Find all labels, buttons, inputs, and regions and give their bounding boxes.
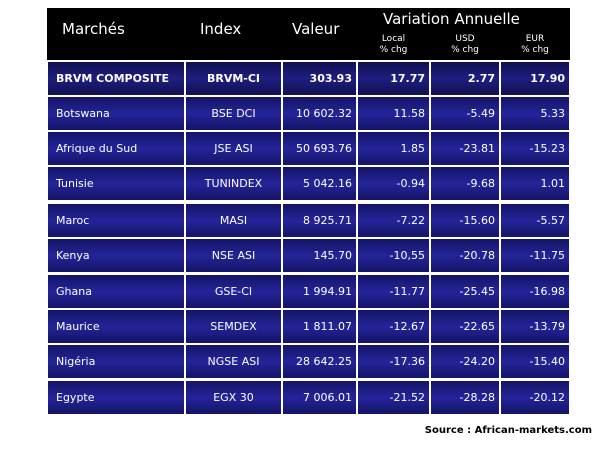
table-cell: Tunisie — [48, 167, 184, 200]
column-header: Index — [200, 20, 242, 38]
sub-header: % chg — [451, 45, 479, 55]
table-cell: -17.36 — [358, 345, 429, 378]
table-cell: MASI — [186, 204, 281, 237]
table-cell: -23.81 — [431, 132, 499, 165]
table-cell: NGSE ASI — [186, 345, 281, 378]
table-cell: 1.85 — [358, 132, 429, 165]
table-cell: -20.78 — [431, 239, 499, 272]
table-cell: -12.67 — [358, 310, 429, 343]
table-cell: GSE-CI — [186, 275, 281, 308]
table-cell: -24.20 — [431, 345, 499, 378]
table-cell: 7 006.01 — [283, 381, 356, 414]
table-cell: 28 642.25 — [283, 345, 356, 378]
table-cell: Nigéria — [48, 345, 184, 378]
table-cell: -21.52 — [358, 381, 429, 414]
sub-header: Local — [381, 34, 406, 44]
table-cell: 145.70 — [283, 239, 356, 272]
table-cell: JSE ASI — [186, 132, 281, 165]
table-cell: -9.68 — [431, 167, 499, 200]
table-cell: 5.33 — [501, 97, 569, 130]
table-cell: NSE ASI — [186, 239, 281, 272]
table-cell: BRVM COMPOSITE — [48, 62, 184, 95]
table-cell: -22.65 — [431, 310, 499, 343]
table-header — [47, 8, 570, 60]
table-cell: -10,55 — [358, 239, 429, 272]
table-cell: -13.79 — [501, 310, 569, 343]
table-cell: -15.60 — [431, 204, 499, 237]
table-cell: -0.94 — [358, 167, 429, 200]
table-cell: 1 994.91 — [283, 275, 356, 308]
table-cell: 2.77 — [431, 62, 499, 95]
table-cell: EGX 30 — [186, 381, 281, 414]
sub-header: % chg — [521, 45, 549, 55]
column-header: Marchés — [62, 20, 125, 38]
table-cell: Botswana — [48, 97, 184, 130]
table-cell: SEMDEX — [186, 310, 281, 343]
table-cell: -11.77 — [358, 275, 429, 308]
table-cell: Egypte — [48, 381, 184, 414]
table-cell: 11.58 — [358, 97, 429, 130]
table-cell: 8 925.71 — [283, 204, 356, 237]
column-header: Valeur — [292, 20, 340, 38]
table-cell: BRVM-CI — [186, 62, 281, 95]
table-cell: -15.23 — [501, 132, 569, 165]
table-cell: -25.45 — [431, 275, 499, 308]
source-note: Source : African-markets.com — [424, 425, 592, 436]
table-cell: Maurice — [48, 310, 184, 343]
table-cell: -28.28 — [431, 381, 499, 414]
table-cell: Kenya — [48, 239, 184, 272]
table-cell: 10 602.32 — [283, 97, 356, 130]
table-cell: 17.77 — [358, 62, 429, 95]
sub-header: % chg — [379, 45, 408, 55]
table-cell: 1 811.07 — [283, 310, 356, 343]
table-cell: -16.98 — [501, 275, 569, 308]
table-cell: 17.90 — [501, 62, 569, 95]
sub-header: EUR — [525, 34, 545, 44]
table-cell: Ghana — [48, 275, 184, 308]
table-cell: -5.49 — [431, 97, 499, 130]
table-cell: Maroc — [48, 204, 184, 237]
table-cell: 50 693.76 — [283, 132, 356, 165]
table-cell: -7.22 — [358, 204, 429, 237]
table-cell: Afrique du Sud — [48, 132, 184, 165]
group-header: Variation Annuelle — [383, 10, 520, 28]
sub-header: USD — [455, 34, 475, 44]
table-cell: -15.40 — [501, 345, 569, 378]
table-cell: 1.01 — [501, 167, 569, 200]
table-cell: TUNINDEX — [186, 167, 281, 200]
table-cell: -5.57 — [501, 204, 569, 237]
table-cell: 303.93 — [283, 62, 356, 95]
table-cell: -11.75 — [501, 239, 569, 272]
table-cell: 5 042.16 — [283, 167, 356, 200]
table-cell: BSE DCI — [186, 97, 281, 130]
table-cell: -20.12 — [501, 381, 569, 414]
